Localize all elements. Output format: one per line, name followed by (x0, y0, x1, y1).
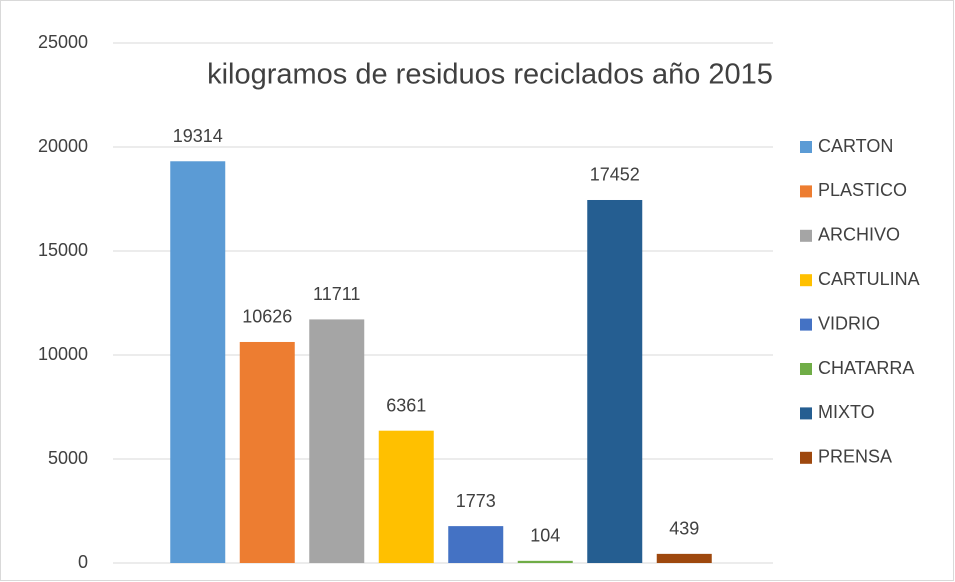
chart-title: kilogramos de residuos reciclados año 20… (207, 59, 773, 91)
legend-label: CARTON (818, 136, 893, 156)
legend-label: ARCHIVO (818, 225, 900, 245)
bar (170, 161, 226, 563)
legend-swatch (800, 318, 812, 331)
legend-label: VIDRIO (818, 313, 880, 333)
bar (309, 319, 365, 563)
legend-swatch (800, 363, 812, 375)
data-label: 439 (669, 519, 699, 539)
legend-swatch (800, 407, 812, 420)
y-tick-label: 5000 (48, 448, 88, 468)
legend-label: PLASTICO (818, 180, 907, 200)
bar (239, 341, 295, 563)
legend-swatch (800, 451, 812, 464)
legend-label: CHATARRA (818, 358, 914, 378)
data-label: 104 (530, 526, 560, 546)
legend-label: MIXTO (818, 402, 875, 422)
data-label: 10626 (242, 307, 292, 327)
legend-swatch (800, 141, 812, 153)
y-tick-label: 15000 (38, 240, 88, 260)
bar (656, 553, 712, 563)
legend-swatch (800, 229, 812, 242)
bar (517, 560, 573, 563)
data-label: 17452 (590, 165, 640, 185)
data-label: 6361 (386, 395, 426, 415)
y-tick-label: 20000 (38, 136, 88, 156)
legend-swatch (800, 274, 812, 287)
y-tick-label: 10000 (38, 344, 88, 364)
bar (448, 526, 504, 563)
bar (587, 199, 643, 563)
data-label: 19314 (173, 126, 223, 146)
legend-swatch (800, 185, 812, 198)
y-tick-label: 25000 (38, 32, 88, 52)
legend-label: CARTULINA (818, 269, 920, 289)
y-tick-label: 0 (78, 552, 88, 572)
legend-label: PRENSA (818, 447, 892, 467)
data-label: 11711 (313, 284, 360, 304)
data-label: 1773 (456, 491, 496, 511)
bar (378, 430, 434, 563)
